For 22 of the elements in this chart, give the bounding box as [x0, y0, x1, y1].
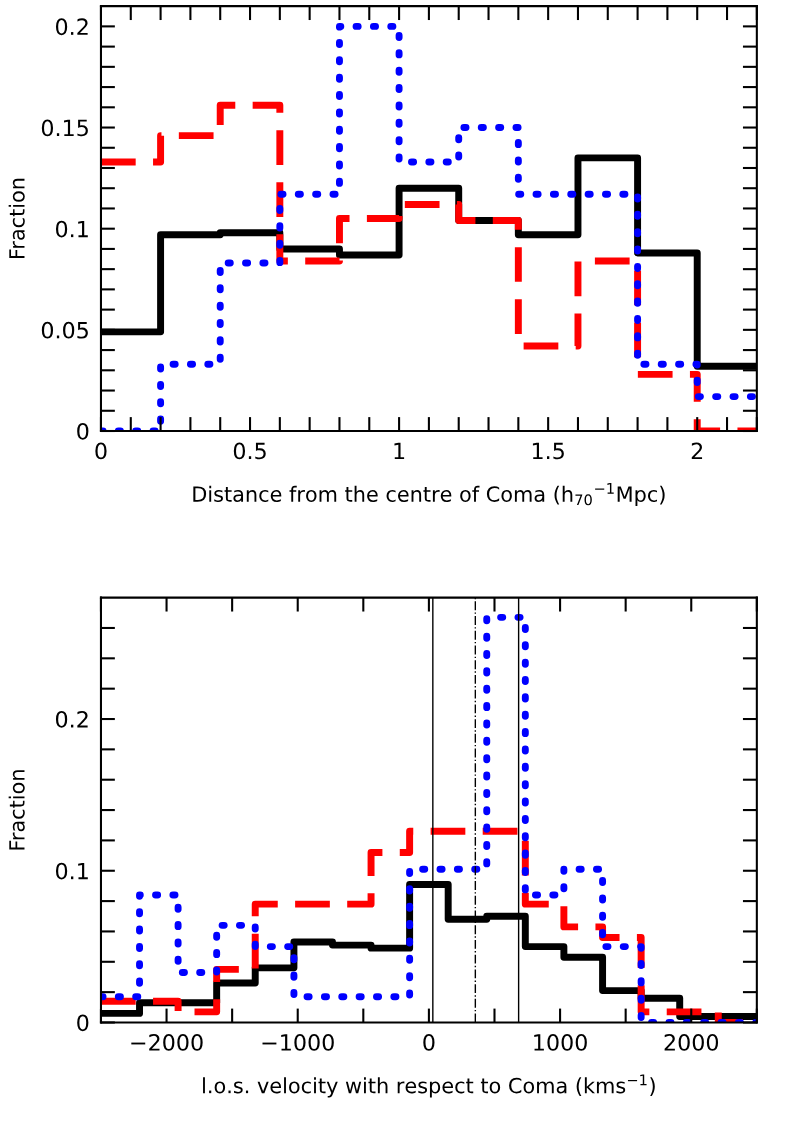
x-tick-label: 1.5	[532, 442, 564, 460]
x-tick-label: 0.5	[233, 442, 266, 460]
y-tick-label: 0.05	[41, 321, 88, 339]
x-tick-label: 0	[423, 1033, 435, 1051]
y-tick-label: 0.2	[55, 18, 88, 36]
y-tick-label: 0	[77, 422, 89, 440]
y-tick-label: 0.1	[55, 862, 88, 880]
y-axis-title: Fraction	[8, 178, 25, 259]
x-tick-label: 0	[95, 442, 107, 460]
x-tick-label: −2000	[131, 1033, 203, 1051]
x-tick-label: 1000	[534, 1033, 587, 1051]
y-tick-label: 0.2	[55, 710, 88, 728]
y-tick-label: 0.1	[55, 220, 88, 238]
y-tick-label: 0.15	[41, 119, 88, 137]
x-tick-label: 1	[394, 442, 405, 459]
x-axis-title: l.o.s. velocity with respect to Coma (kms$^{−1}$)	[203, 1074, 655, 1098]
y-axis-title: Fraction	[8, 770, 25, 850]
x-tick-label: 2000	[664, 1033, 719, 1051]
y-tick-label: 0	[77, 1014, 89, 1032]
x-axis-title: Distance from the centre of Coma (h$_{70}$$^{−1}$Mpc)	[193, 483, 665, 506]
x-tick-label: −1000	[262, 1033, 334, 1051]
x-tick-label: 2	[691, 442, 703, 459]
